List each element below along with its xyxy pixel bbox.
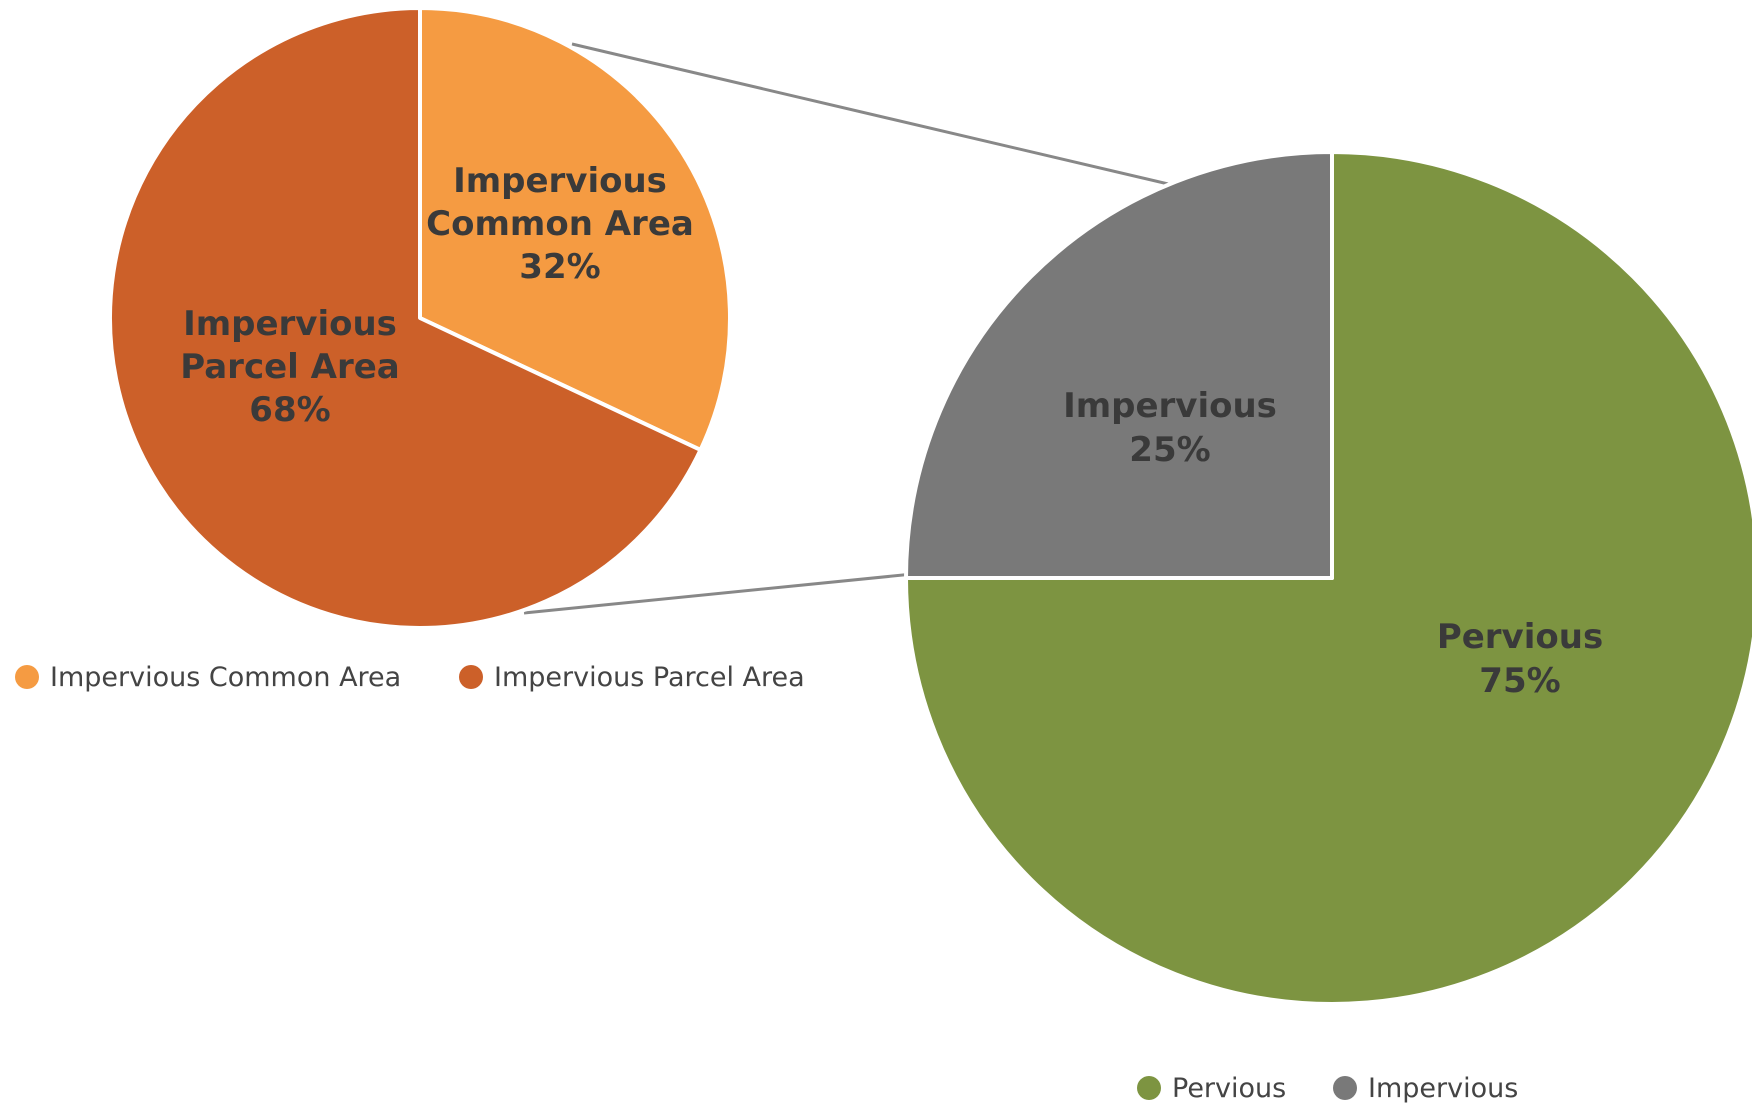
legend-item-impervious-parcel-area: Impervious Parcel Area — [459, 662, 805, 693]
legend-item-pervious: Pervious — [1137, 1073, 1286, 1104]
legend-item-impervious-common-area: Impervious Common Area — [15, 662, 401, 693]
legend-left: Impervious Common Area Impervious Parcel … — [15, 662, 805, 693]
legend-label: Pervious — [1172, 1073, 1286, 1104]
legend-item-impervious: Impervious — [1333, 1073, 1518, 1104]
slice-label-pervious: Pervious 75% — [1437, 617, 1603, 701]
legend-label: Impervious — [1368, 1073, 1518, 1104]
slice-label-impervious-parcel-area: Impervious Parcel Area 68% — [180, 304, 400, 430]
legend-swatch — [459, 665, 483, 689]
legend-swatch — [1333, 1076, 1357, 1100]
legend-right: Pervious Impervious — [1137, 1073, 1518, 1104]
pie-pervious-impervious — [904, 150, 1752, 1006]
slice-label-impervious: Impervious 25% — [1063, 386, 1277, 470]
pie-slice-impervious — [904, 150, 1334, 580]
pie-impervious-breakdown — [108, 6, 732, 630]
legend-label: Impervious Common Area — [50, 662, 401, 693]
slice-labels-left: Impervious Common Area 32%Impervious Parcel… — [180, 161, 694, 430]
slice-labels-right: Pervious 75% Impervious 25% — [1063, 386, 1603, 701]
pie-slice-impervious-parcel-area — [108, 6, 703, 630]
legend-swatch — [1137, 1076, 1161, 1100]
pie-slice-impervious-common-area — [418, 6, 732, 452]
legend-swatch — [15, 665, 39, 689]
legend-label: Impervious Parcel Area — [494, 662, 805, 693]
slice-label-impervious-common-area: Impervious Common Area 32% — [426, 161, 694, 287]
